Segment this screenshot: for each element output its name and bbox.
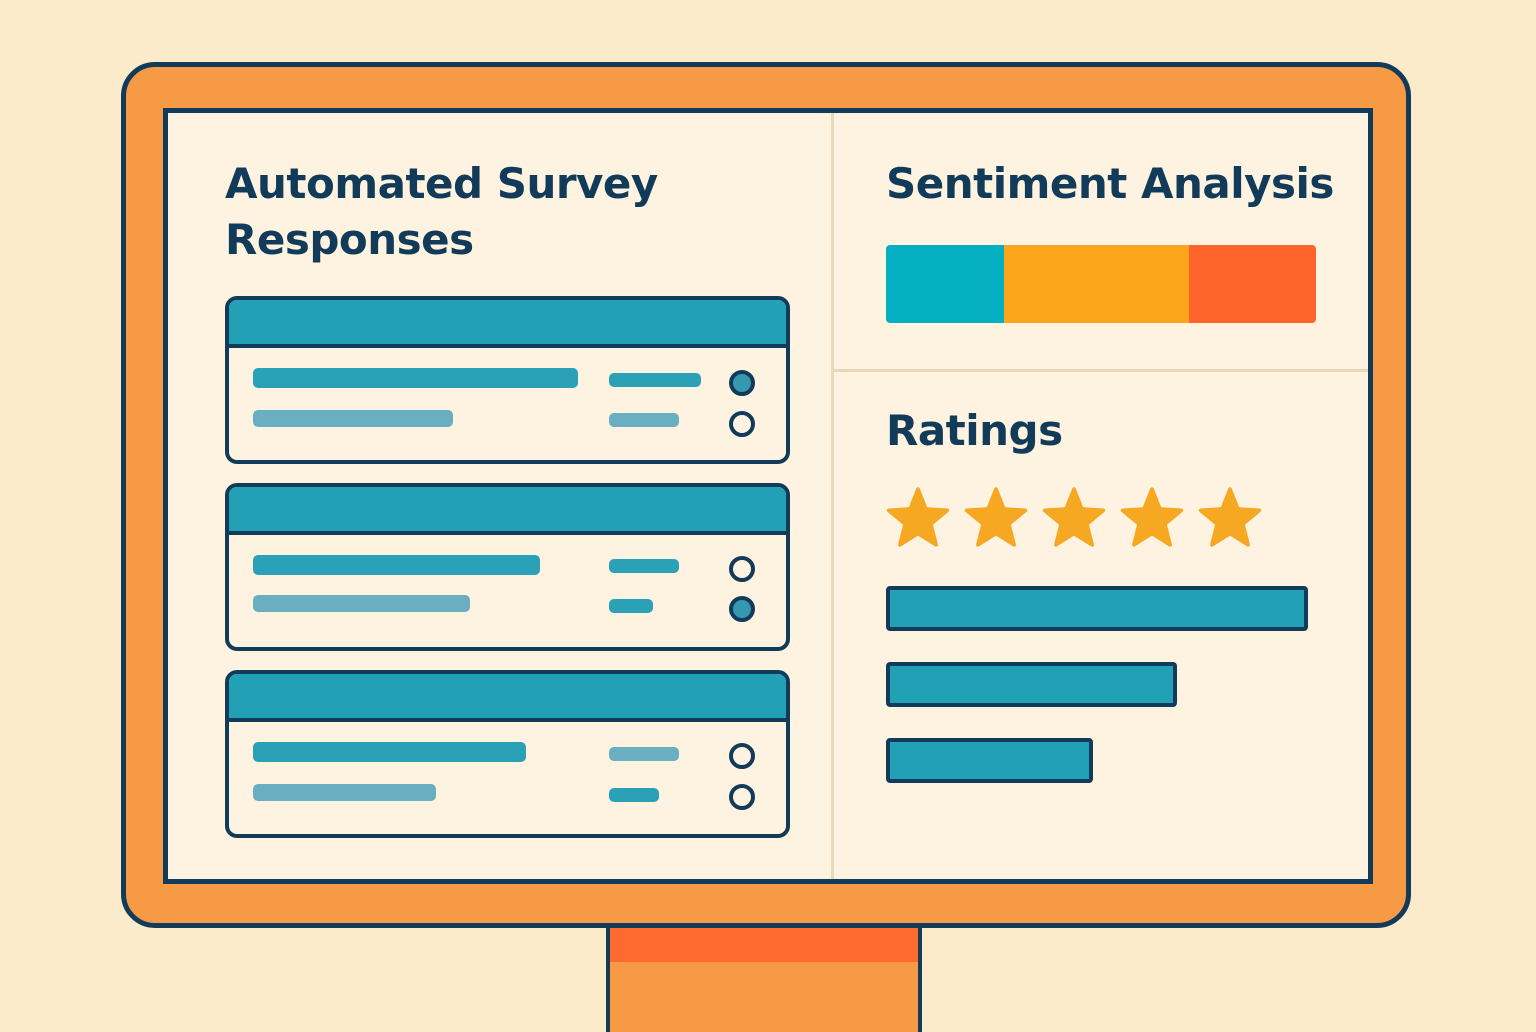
star-icon[interactable]	[1198, 486, 1262, 550]
rating-bar-1	[886, 586, 1308, 631]
card-header	[229, 300, 786, 348]
answer-label-line	[609, 413, 679, 427]
answer-text-line	[253, 742, 526, 762]
star-icon[interactable]	[1042, 486, 1106, 550]
sentiment-bar	[886, 245, 1316, 323]
radio-option-1[interactable]	[729, 370, 755, 396]
radio-option-1[interactable]	[729, 556, 755, 582]
radio-option-2[interactable]	[729, 784, 755, 810]
ratings-title: Ratings	[886, 406, 1063, 455]
sentiment-negative-segment	[1189, 245, 1316, 323]
card-header	[229, 674, 786, 722]
monitor-stand	[606, 922, 922, 1032]
radio-option-2[interactable]	[729, 596, 755, 622]
answer-label-line	[609, 599, 653, 613]
radio-option-2[interactable]	[729, 411, 755, 437]
survey-title-line2: Responses	[225, 215, 474, 264]
survey-response-card[interactable]	[225, 670, 790, 838]
panel-divider-vertical	[831, 113, 834, 879]
answer-text-line	[253, 595, 470, 612]
answer-label-line	[609, 747, 679, 761]
sentiment-neutral-segment	[1004, 245, 1190, 323]
star-rating[interactable]	[886, 486, 1262, 550]
star-icon[interactable]	[1120, 486, 1184, 550]
star-icon[interactable]	[886, 486, 950, 550]
survey-title: Automated Survey Responses	[225, 156, 658, 268]
answer-label-line	[609, 788, 659, 802]
answer-text-line	[253, 410, 453, 427]
panel-divider-horizontal	[834, 369, 1368, 372]
dashboard-screen: Automated Survey Responses Sentiment Ana…	[163, 108, 1373, 884]
sentiment-positive-segment	[886, 245, 1005, 323]
answer-label-line	[609, 559, 679, 573]
survey-response-card[interactable]	[225, 296, 790, 464]
sentiment-title: Sentiment Analysis	[886, 159, 1334, 208]
card-header	[229, 487, 786, 535]
rating-bar-2	[886, 662, 1177, 707]
answer-text-line	[253, 784, 436, 801]
answer-label-line	[609, 373, 701, 387]
star-icon[interactable]	[964, 486, 1028, 550]
answer-text-line	[253, 555, 540, 575]
answer-text-line	[253, 368, 578, 388]
survey-title-line1: Automated Survey	[225, 159, 658, 208]
survey-response-card[interactable]	[225, 483, 790, 651]
radio-option-1[interactable]	[729, 743, 755, 769]
rating-bar-3	[886, 738, 1093, 783]
